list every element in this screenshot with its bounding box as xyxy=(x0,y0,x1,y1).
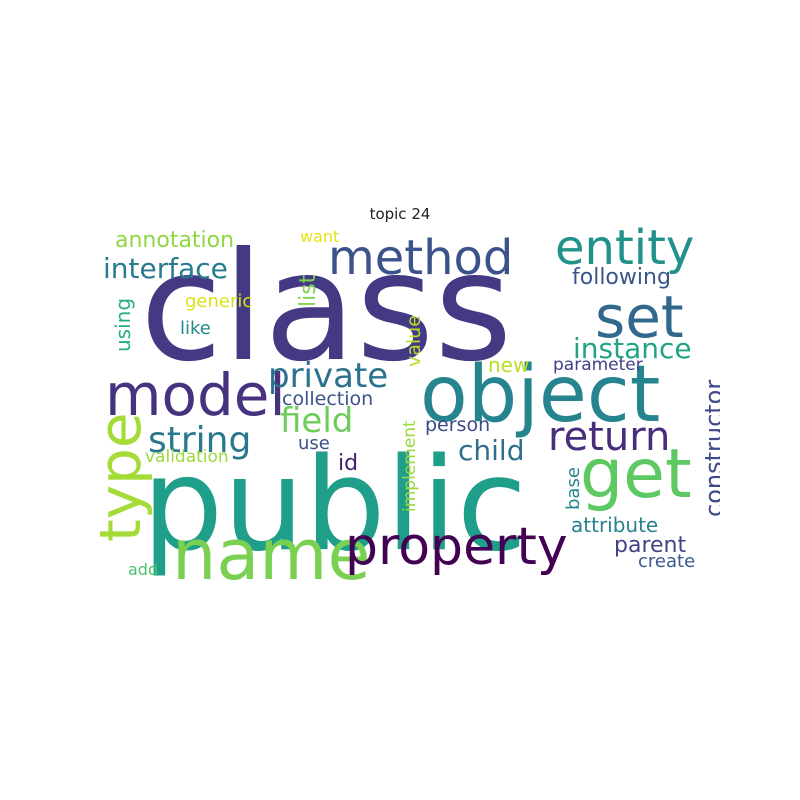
word-property: property xyxy=(345,517,568,577)
word-child: child xyxy=(458,434,524,467)
word-like: like xyxy=(180,318,211,339)
word-value: value xyxy=(403,315,425,367)
word-interface: interface xyxy=(103,252,228,285)
word-type: type xyxy=(100,412,154,542)
word-return: return xyxy=(548,414,670,460)
word-collection: collection xyxy=(282,388,373,410)
word-add: add xyxy=(128,560,158,579)
word-object: object xyxy=(420,350,660,440)
word-annotation: annotation xyxy=(115,228,234,253)
word-set: set xyxy=(595,283,684,351)
word-model: model xyxy=(105,361,286,429)
word-method: method xyxy=(328,230,513,286)
word-implement: implement xyxy=(400,420,420,512)
word-validation: validation xyxy=(145,447,229,467)
word-want: want xyxy=(300,227,339,246)
word-following: following xyxy=(572,265,671,290)
word-parameter: parameter xyxy=(553,355,643,375)
word-constructor: constructor xyxy=(700,380,720,517)
word-private: private xyxy=(268,356,388,396)
word-entity: entity xyxy=(555,227,694,276)
word-list: list xyxy=(296,274,321,307)
word-string: string xyxy=(148,420,251,461)
word-create: create xyxy=(638,551,695,572)
word-new: new xyxy=(488,353,529,377)
word-parent: parent xyxy=(614,533,686,558)
word-generic: generic xyxy=(185,291,252,312)
word-class: class xyxy=(140,227,512,395)
word-using: using xyxy=(111,298,135,352)
word-name: name xyxy=(172,514,371,587)
word-public: public xyxy=(142,431,527,580)
word-base: base xyxy=(563,467,584,510)
chart-title: topic 24 xyxy=(369,205,431,223)
word-person: person xyxy=(425,414,490,436)
word-get: get xyxy=(580,435,692,514)
word-id: id xyxy=(338,451,358,476)
word-use: use xyxy=(298,433,330,454)
word-field: field xyxy=(280,401,353,441)
word-instance: instance xyxy=(573,332,692,365)
word-attribute: attribute xyxy=(571,513,658,537)
